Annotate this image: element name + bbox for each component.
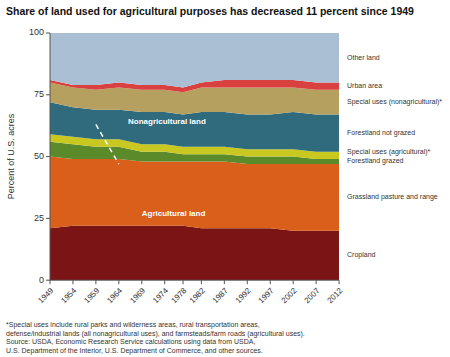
y-tick-label: 75 bbox=[34, 89, 44, 99]
x-tick-label: 2002 bbox=[280, 286, 299, 305]
series-label: Other land bbox=[347, 54, 380, 61]
x-tick-label: 2007 bbox=[303, 286, 322, 305]
x-tick bbox=[95, 280, 96, 284]
area bbox=[50, 226, 339, 280]
series-label: Grassland pasture and range bbox=[347, 193, 438, 201]
annotation: Agricultural land bbox=[142, 209, 206, 218]
series-label: Urban area bbox=[347, 82, 382, 89]
x-tick-label: 1959 bbox=[82, 286, 101, 305]
x-tick bbox=[339, 280, 340, 284]
series-label: Special uses (nonagricultural)* bbox=[347, 98, 442, 106]
x-axis-line bbox=[50, 280, 339, 281]
chart: Share of land used for agricultural purp… bbox=[0, 0, 450, 357]
x-tick bbox=[316, 280, 317, 284]
title: Share of land used for agricultural purp… bbox=[6, 5, 414, 17]
footnote: *Special uses include rural parks and wi… bbox=[6, 321, 305, 355]
x-tick-label: 2012 bbox=[325, 286, 344, 305]
x-tick bbox=[164, 280, 165, 284]
x-tick bbox=[141, 280, 142, 284]
x-tick bbox=[183, 280, 184, 284]
y-tick-label: 50 bbox=[34, 151, 44, 161]
x-tick-label: 1997 bbox=[257, 286, 276, 305]
x-tick-label: 1987 bbox=[211, 286, 230, 305]
divider-line bbox=[96, 124, 119, 164]
y-tick-label: 25 bbox=[34, 213, 44, 223]
y-tick bbox=[46, 156, 50, 157]
x-tick bbox=[224, 280, 225, 284]
x-tick-label: 1954 bbox=[59, 286, 78, 305]
x-tick-label: 1982 bbox=[188, 286, 207, 305]
x-tick bbox=[118, 280, 119, 284]
y-tick bbox=[46, 218, 50, 219]
x-tick bbox=[247, 280, 248, 284]
x-tick bbox=[201, 280, 202, 284]
series-label: Forestland grazed bbox=[347, 157, 404, 165]
x-tick-label: 1949 bbox=[36, 286, 55, 305]
y-tick bbox=[46, 94, 50, 95]
series-label: Special uses (agricultural)* bbox=[347, 148, 431, 156]
x-tick-label: 1969 bbox=[128, 286, 147, 305]
x-tick-label: 1992 bbox=[234, 286, 253, 305]
x-tick-label: 1978 bbox=[169, 286, 188, 305]
y-tick-label: 0 bbox=[39, 275, 44, 285]
y-tick bbox=[46, 280, 50, 281]
area bbox=[50, 33, 339, 87]
x-tick-label: 1974 bbox=[151, 286, 170, 305]
y-tick bbox=[46, 33, 50, 34]
y-axis-label: Percent of U.S. acres bbox=[6, 113, 16, 199]
x-tick bbox=[293, 280, 294, 284]
x-tick bbox=[270, 280, 271, 284]
x-tick-label: 1964 bbox=[105, 286, 124, 305]
annotation: Nonagricultural land bbox=[128, 117, 206, 126]
x-tick bbox=[50, 280, 51, 284]
y-tick-label: 100 bbox=[29, 27, 44, 37]
axes: 0255075100194919541959196419691974197819… bbox=[29, 27, 345, 305]
plot-area bbox=[50, 33, 339, 280]
series-label: Forestland not grazed bbox=[347, 129, 415, 137]
area bbox=[50, 157, 339, 231]
series-label: Cropland bbox=[347, 251, 376, 259]
x-tick bbox=[72, 280, 73, 284]
